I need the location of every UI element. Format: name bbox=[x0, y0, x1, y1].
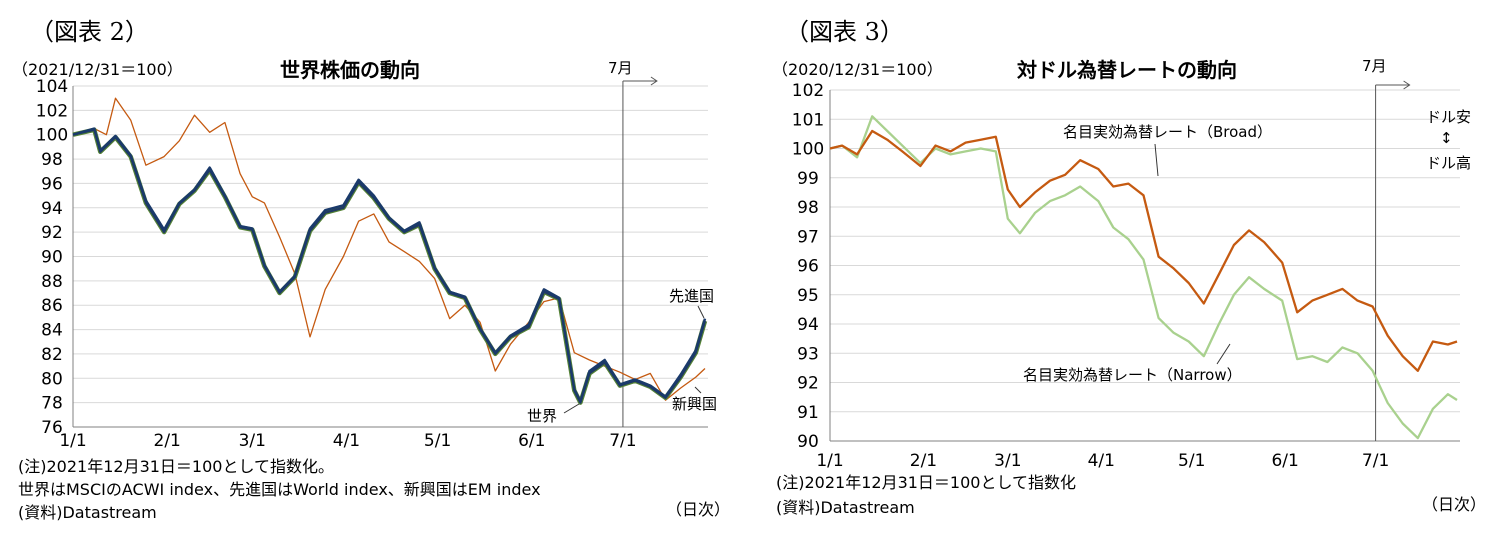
y-tick-label: 99 bbox=[797, 169, 819, 189]
annotation-narrow: 名目実効為替レート（Narrow） bbox=[1023, 366, 1242, 384]
series-emerging bbox=[72, 97, 706, 401]
y-tick-label: 97 bbox=[797, 227, 819, 247]
base-label: （2020/12/31＝100） bbox=[772, 60, 943, 79]
series-broad bbox=[829, 129, 1458, 372]
y-tick-label: 88 bbox=[41, 272, 63, 292]
y-axis-ticks: 90 91 92 93 94 95 96 97 98 99 100 101 102 bbox=[792, 81, 824, 452]
annotation-pointer bbox=[1154, 143, 1159, 177]
series-group bbox=[72, 97, 708, 405]
chart-title: 世界株価の動向 bbox=[280, 58, 420, 82]
y-tick-label: 94 bbox=[41, 199, 63, 219]
y-axis-ticks: 76 78 80 82 84 86 88 90 92 94 96 98 100 102 104 bbox=[36, 77, 68, 438]
y-tick-label: 76 bbox=[41, 418, 63, 438]
annotation-world: 世界 bbox=[527, 407, 557, 425]
base-label: （2021/12/31＝100） bbox=[12, 60, 183, 79]
y-tick-label: 104 bbox=[36, 77, 68, 97]
x-tick-label: 3/1 bbox=[994, 451, 1021, 471]
y-tick-label: 96 bbox=[797, 257, 819, 277]
y-tick-label: 91 bbox=[797, 403, 819, 423]
x-axis-ticks: 1/1 2/1 3/1 4/1 5/1 6/1 7/1 bbox=[59, 431, 636, 451]
x-tick-label: 6/1 bbox=[1271, 451, 1298, 471]
y-tick-label: 102 bbox=[36, 101, 68, 121]
y-tick-label: 94 bbox=[797, 315, 819, 335]
note-1: (注)2021年12月31日＝100として指数化 bbox=[776, 473, 1076, 492]
x-tick-label: 4/1 bbox=[333, 431, 360, 451]
y-tick-label: 101 bbox=[792, 110, 824, 130]
x-tick-label: 2/1 bbox=[910, 451, 937, 471]
label-dollar-strong: ドル高 bbox=[1426, 154, 1471, 172]
series-world-edge bbox=[72, 127, 708, 405]
y-tick-label: 90 bbox=[797, 432, 819, 452]
arrow-head bbox=[650, 76, 658, 86]
annotation-broad: 名目実効為替レート（Broad） bbox=[1063, 123, 1272, 141]
y-tick-label: 92 bbox=[797, 374, 819, 394]
figure-label: （図表 2） bbox=[30, 18, 149, 46]
y-tick-label: 98 bbox=[41, 150, 63, 170]
note-1: (注)2021年12月31日＝100として指数化。 bbox=[18, 457, 334, 476]
x-tick-label: 7/1 bbox=[609, 431, 636, 451]
y-tick-label: 96 bbox=[41, 174, 63, 194]
x-tick-label: 7/1 bbox=[1362, 451, 1389, 471]
chart-world-stocks: （図表 2） 世界株価の動向 （2021/12/31＝100） 76 78 80 82… bbox=[12, 18, 730, 522]
y-tick-label: 100 bbox=[792, 140, 824, 160]
series-group bbox=[829, 115, 1458, 440]
x-tick-label: 4/1 bbox=[1088, 451, 1115, 471]
x-axis-ticks: 1/1 2/1 3/1 4/1 5/1 6/1 7/1 bbox=[816, 451, 1389, 471]
chart-title: 対ドル為替レートの動向 bbox=[1016, 58, 1237, 82]
y-tick-label: 100 bbox=[36, 126, 68, 146]
series-world bbox=[72, 128, 707, 404]
annotation-pointer bbox=[694, 386, 702, 394]
july-marker-label: 7月 bbox=[1362, 57, 1387, 75]
figure-label: （図表 3） bbox=[785, 18, 904, 46]
annotation-pointer bbox=[697, 305, 705, 319]
series-narrow bbox=[829, 115, 1458, 440]
x-tick-label: 6/1 bbox=[518, 431, 545, 451]
x-tick-label: 1/1 bbox=[816, 451, 843, 471]
annotation-pointer bbox=[1216, 343, 1231, 365]
series-developed bbox=[72, 127, 707, 403]
note-source: (資料)Datastream bbox=[18, 503, 157, 522]
x-tick-label: 5/1 bbox=[1178, 451, 1205, 471]
y-tick-label: 82 bbox=[41, 345, 63, 365]
x-tick-label: 1/1 bbox=[59, 431, 86, 451]
x-tick-label: 3/1 bbox=[239, 431, 266, 451]
annotation-pointer bbox=[563, 403, 580, 414]
x-unit-label: （日次） bbox=[666, 500, 730, 519]
y-tick-label: 92 bbox=[41, 223, 63, 243]
note-2: 世界はMSCIのACWI index、先進国はWorld index、新興国はE… bbox=[18, 480, 541, 499]
x-unit-label: （日次） bbox=[1422, 495, 1486, 514]
y-tick-label: 84 bbox=[41, 321, 63, 341]
gridlines bbox=[72, 85, 708, 428]
y-tick-label: 95 bbox=[797, 286, 819, 306]
arrow-head bbox=[1403, 80, 1411, 90]
updown-arrow-icon: ↕ bbox=[1440, 129, 1453, 147]
y-tick-label: 93 bbox=[797, 344, 819, 364]
y-tick-label: 86 bbox=[41, 296, 63, 316]
y-tick-label: 78 bbox=[41, 394, 63, 414]
y-tick-label: 98 bbox=[797, 198, 819, 218]
annotation-emerging: 新興国 bbox=[672, 395, 717, 413]
july-marker-label: 7月 bbox=[608, 59, 633, 77]
x-tick-label: 2/1 bbox=[154, 431, 181, 451]
annotation-developed: 先進国 bbox=[669, 287, 714, 305]
x-tick-label: 5/1 bbox=[424, 431, 451, 451]
label-dollar-weak: ドル安 bbox=[1426, 108, 1471, 126]
y-tick-label: 90 bbox=[41, 248, 63, 268]
y-tick-label: 102 bbox=[792, 81, 824, 101]
y-tick-label: 80 bbox=[41, 369, 63, 389]
chart-fx-rates: （図表 3） 対ドル為替レートの動向 （2020/12/31＝100） 90 91… bbox=[772, 18, 1486, 517]
note-source: (資料)Datastream bbox=[776, 498, 915, 517]
